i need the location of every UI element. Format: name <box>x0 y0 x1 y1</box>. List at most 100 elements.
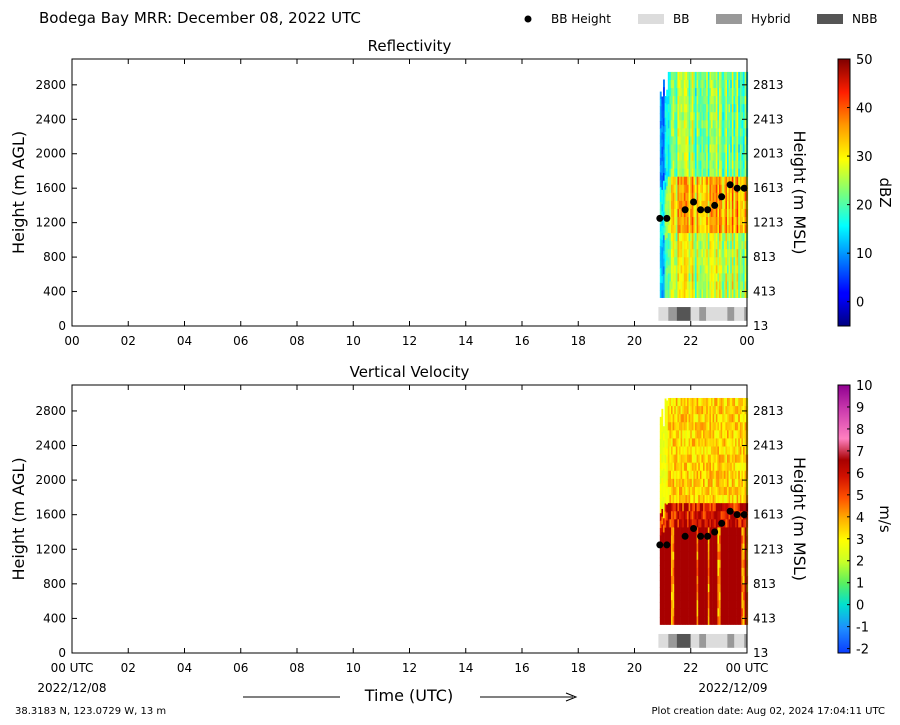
colorbar-tick-label: 9 <box>856 401 864 416</box>
legend-label: BB <box>673 12 689 26</box>
y-tick-label: 1200 <box>35 216 66 230</box>
bb-class-segment <box>690 307 700 321</box>
y-tick-label-right: 1613 <box>753 508 784 522</box>
x-tick-label: 08 <box>289 661 304 675</box>
end-date-label: 2022/12/09 <box>698 681 767 695</box>
colorbar-tick-label: 6 <box>856 467 864 482</box>
x-axis-label: Time (UTC) <box>364 686 453 705</box>
legend-swatch-bb <box>638 14 664 24</box>
colorbar-tick-label: 10 <box>856 247 873 262</box>
x-tick-label: 04 <box>177 334 192 348</box>
y-tick-label-right: 2013 <box>753 147 784 161</box>
x-tick-label: 00 UTC <box>726 661 769 675</box>
bb-height-point <box>663 214 671 222</box>
y-axis-label-right: Height (m MSL) <box>790 130 809 254</box>
legend-label: NBB <box>852 12 877 26</box>
colorbar-tick-label: 50 <box>856 53 873 68</box>
x-tick-label: 14 <box>458 334 473 348</box>
bb-class-segment <box>668 633 677 648</box>
heatmap-field <box>659 71 749 298</box>
x-tick-label: 22 <box>683 661 698 675</box>
panel-title: Vertical Velocity <box>350 363 470 381</box>
time-arrow-head <box>565 692 578 702</box>
x-tick-label: 08 <box>289 334 304 348</box>
bb-height-point <box>718 519 726 527</box>
y-tick-label: 2400 <box>35 439 66 453</box>
bb-class-bar <box>658 633 747 648</box>
bb-class-segment <box>706 633 728 648</box>
y-tick-label-right: 813 <box>753 250 776 264</box>
colorbar-tick-label: 40 <box>856 102 873 117</box>
figure-title: Bodega Bay MRR: December 08, 2022 UTC <box>39 9 361 27</box>
colorbar-tick-label: 4 <box>856 511 864 526</box>
y-tick-label: 800 <box>43 577 66 591</box>
x-tick-label: 06 <box>233 661 248 675</box>
y-tick-label: 2800 <box>35 78 66 92</box>
y-tick-label-right: 2013 <box>753 473 784 487</box>
colorbar-tick-label: 5 <box>856 489 864 504</box>
y-tick-label: 400 <box>43 285 66 299</box>
plot-frame <box>71 58 748 327</box>
bb-class-segment <box>690 633 700 648</box>
bb-class-bar <box>658 307 747 321</box>
bb-class-segment <box>734 307 745 321</box>
bb-height-point <box>704 532 712 540</box>
y-tick-label-right: 413 <box>753 285 776 299</box>
bb-height-point <box>656 541 664 549</box>
colorbar-tick-label: 2 <box>856 555 864 570</box>
y-tick-label: 0 <box>58 646 66 660</box>
y-tick-label: 1600 <box>35 508 66 522</box>
x-tick-label: 06 <box>233 334 248 348</box>
colorbar-tick-label: 10 <box>856 379 873 394</box>
legend-swatch-hybrid <box>716 14 742 24</box>
x-tick-label: 00 UTC <box>51 661 94 675</box>
colorbar-label: dBZ <box>876 177 894 207</box>
colorbar-tick-label: 30 <box>856 150 873 165</box>
bb-height-point <box>704 206 712 214</box>
bb-class-segment <box>699 307 707 321</box>
colorbar-scale <box>837 384 851 654</box>
colorbar-tick-label: 3 <box>856 533 864 548</box>
y-tick-label: 400 <box>43 611 66 625</box>
y-axis-label: Height (m AGL) <box>9 457 28 580</box>
bb-height-point <box>726 507 734 515</box>
x-tick-label: 00 <box>739 334 754 348</box>
x-tick-label: 14 <box>458 661 473 675</box>
bb-height-point <box>718 193 726 201</box>
y-tick-label: 2400 <box>35 112 66 126</box>
y-tick-label: 2000 <box>35 147 66 161</box>
y-tick-label: 0 <box>58 319 66 333</box>
bb-class-segment <box>706 307 728 321</box>
x-tick-label: 02 <box>121 661 136 675</box>
y-tick-label-right: 13 <box>753 319 768 333</box>
bb-height-point <box>733 511 741 519</box>
bb-height-point <box>726 181 734 189</box>
plot-frame <box>71 384 748 654</box>
legend-marker-bb-height <box>524 15 532 23</box>
x-tick-label: 18 <box>571 661 586 675</box>
bb-height-point <box>681 532 689 540</box>
bb-class-segment <box>744 633 747 648</box>
colorbar-tick-label: -2 <box>856 643 869 658</box>
bb-class-segment <box>658 307 669 321</box>
colorbar-tick-label: 0 <box>856 599 864 614</box>
x-tick-label: 12 <box>402 334 417 348</box>
y-tick-label-right: 2413 <box>753 112 784 126</box>
x-tick-label: 20 <box>627 334 642 348</box>
bb-class-segment <box>727 633 735 648</box>
y-tick-label: 2000 <box>35 473 66 487</box>
colorbar-label: m/s <box>876 505 894 533</box>
colorbar-tick-label: 8 <box>856 423 864 438</box>
x-tick-label: 16 <box>514 334 529 348</box>
y-tick-label: 1600 <box>35 181 66 195</box>
x-tick-label: 20 <box>627 661 642 675</box>
y-tick-label-right: 2813 <box>753 78 784 92</box>
bb-height-point <box>733 184 741 192</box>
y-tick-label: 1200 <box>35 542 66 556</box>
y-tick-label: 2800 <box>35 404 66 418</box>
x-tick-label: 10 <box>346 334 361 348</box>
location-label: 38.3183 N, 123.0729 W, 13 m <box>15 706 166 717</box>
legend-label: Hybrid <box>751 12 791 26</box>
bb-class-segment <box>676 633 691 648</box>
